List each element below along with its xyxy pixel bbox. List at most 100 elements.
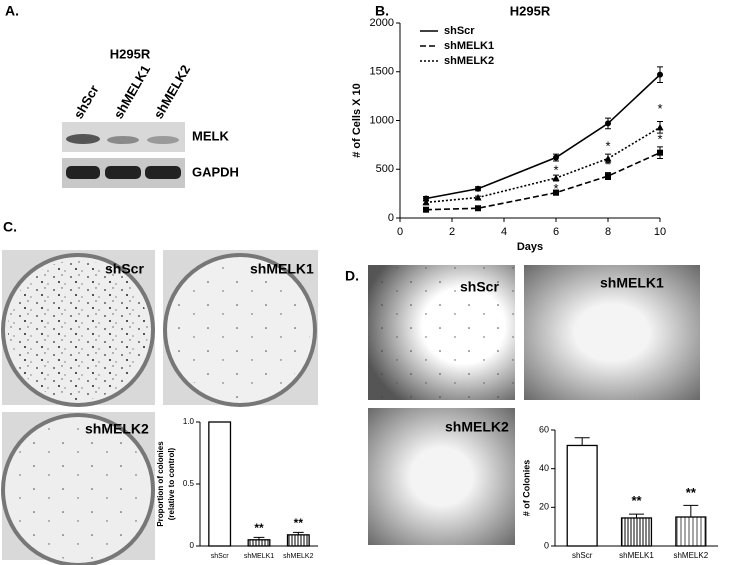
band bbox=[66, 166, 100, 179]
significance: * bbox=[657, 131, 662, 146]
x-tick-label: shMELK1 bbox=[244, 553, 274, 560]
series-line bbox=[425, 74, 661, 200]
significance: * bbox=[605, 157, 610, 172]
y-tick-label: 60 bbox=[539, 424, 549, 434]
band bbox=[105, 166, 141, 179]
y-axis-label: Proportion of colonies bbox=[156, 441, 165, 527]
error-bar bbox=[253, 536, 265, 540]
point bbox=[475, 205, 481, 212]
image-label: shScr bbox=[105, 261, 144, 277]
y-tick-label: 40 bbox=[539, 463, 549, 473]
colonies bbox=[8, 260, 148, 400]
y-tick-label: 0 bbox=[190, 541, 195, 550]
point bbox=[423, 195, 429, 202]
significance: * bbox=[657, 101, 662, 116]
y-tick-label: 2000 bbox=[370, 17, 394, 29]
error-bar bbox=[629, 513, 644, 518]
point bbox=[657, 71, 663, 78]
point bbox=[423, 206, 429, 213]
x-tick-label: shMELK2 bbox=[673, 551, 708, 560]
point bbox=[422, 198, 430, 206]
point bbox=[474, 194, 482, 201]
point bbox=[552, 174, 560, 182]
band bbox=[147, 136, 179, 144]
x-tick-label: shScr bbox=[211, 553, 230, 560]
band-label: MELK bbox=[192, 128, 229, 143]
error-bar bbox=[574, 437, 590, 446]
image-label: shMELK2 bbox=[445, 419, 509, 435]
band-label: GAPDH bbox=[192, 164, 239, 179]
x-tick-label: shMELK2 bbox=[283, 553, 313, 560]
image-label: shMELK1 bbox=[600, 275, 664, 291]
y-tick-label: 1000 bbox=[370, 114, 394, 126]
significance: ** bbox=[631, 493, 642, 508]
bar bbox=[620, 517, 653, 547]
x-tick-label: 4 bbox=[501, 226, 507, 238]
blot-title: H295R bbox=[110, 46, 151, 61]
point bbox=[553, 189, 559, 196]
y-tick-label: 1.0 bbox=[183, 417, 195, 426]
x-tick-label: shScr bbox=[572, 551, 593, 560]
band bbox=[66, 134, 100, 144]
colonies bbox=[368, 265, 515, 400]
point bbox=[605, 120, 611, 127]
point bbox=[605, 173, 611, 180]
y-axis-label: # of Cells X 10 bbox=[351, 83, 363, 158]
point bbox=[475, 185, 481, 192]
panel-label: D. bbox=[345, 268, 359, 284]
x-tick-label: 8 bbox=[605, 226, 611, 238]
significance: * bbox=[605, 138, 610, 153]
legend-label: shScr bbox=[444, 25, 475, 37]
image-label: shScr bbox=[460, 279, 499, 295]
x-tick-label: 2 bbox=[449, 226, 455, 238]
legend-label: shMELK2 bbox=[444, 55, 494, 67]
chart-title: H295R bbox=[510, 3, 551, 18]
significance: ** bbox=[254, 521, 264, 535]
band bbox=[107, 136, 139, 144]
legend-label: shMELK1 bbox=[444, 40, 494, 52]
x-tick-label: 0 bbox=[397, 226, 403, 238]
significance: * bbox=[553, 173, 558, 188]
y-tick-label: 20 bbox=[539, 502, 549, 512]
significance: * bbox=[553, 163, 558, 178]
significance: ** bbox=[294, 516, 304, 530]
colonies bbox=[8, 420, 148, 560]
x-axis-label: Days bbox=[517, 241, 543, 253]
panel-label: B. bbox=[375, 3, 389, 19]
bar bbox=[247, 539, 271, 547]
colony-image bbox=[368, 408, 515, 545]
lane-label: shScr bbox=[71, 82, 102, 121]
lane-label: shMELK1 bbox=[111, 62, 154, 121]
y-tick-label: 0.5 bbox=[183, 479, 195, 488]
point bbox=[553, 154, 559, 161]
y-axis-label: (relative to control) bbox=[167, 447, 176, 520]
lane-label: shMELK2 bbox=[151, 62, 194, 121]
error-bar bbox=[683, 504, 699, 517]
colony-image bbox=[524, 265, 700, 400]
significance: * bbox=[553, 181, 558, 196]
bar bbox=[208, 421, 232, 547]
bar bbox=[286, 534, 310, 547]
y-tick-label: 0 bbox=[388, 212, 394, 224]
y-axis-label: # of Colonies bbox=[521, 460, 531, 517]
x-tick-label: 10 bbox=[654, 226, 666, 238]
panel-label: C. bbox=[3, 219, 17, 235]
image-label: shMELK1 bbox=[250, 261, 314, 277]
panel-label: A. bbox=[5, 3, 19, 19]
band bbox=[145, 166, 181, 179]
point bbox=[604, 155, 612, 162]
point bbox=[656, 123, 664, 131]
colonies bbox=[170, 260, 310, 400]
y-tick-label: 1500 bbox=[370, 66, 394, 78]
x-tick-label: shMELK1 bbox=[619, 551, 654, 560]
y-tick-label: 0 bbox=[544, 540, 549, 550]
error-bar bbox=[292, 531, 304, 535]
image-label: shMELK2 bbox=[85, 421, 149, 437]
y-tick-label: 500 bbox=[376, 163, 394, 175]
point bbox=[657, 149, 663, 156]
bar bbox=[566, 444, 598, 547]
bar bbox=[675, 516, 707, 547]
significance: ** bbox=[686, 485, 697, 500]
x-tick-label: 6 bbox=[553, 226, 559, 238]
